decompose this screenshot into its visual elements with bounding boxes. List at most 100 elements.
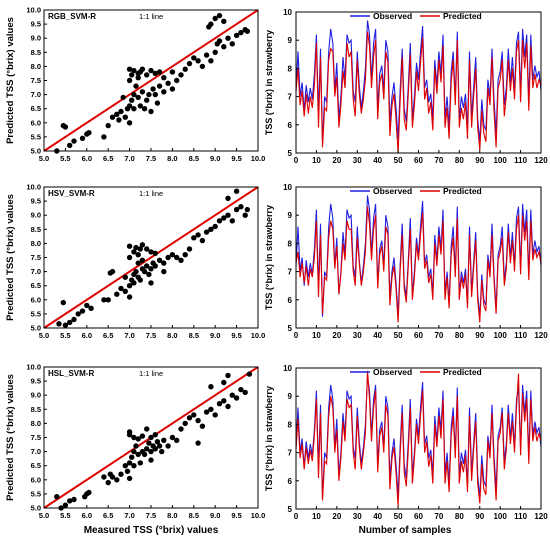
scatter-point <box>148 280 154 286</box>
scatter-point <box>135 451 141 458</box>
y-tick-label: 10 <box>283 183 292 192</box>
x-tick-label: 30 <box>353 331 362 340</box>
y-tick-label: 9.0 <box>31 211 41 220</box>
y-tick-label: 6.0 <box>31 475 41 484</box>
x-tick-label: 8.5 <box>189 154 199 163</box>
scatter-point <box>238 29 244 36</box>
scatter-point <box>221 215 227 221</box>
scatter-point <box>208 406 214 412</box>
series-line-observed <box>295 20 542 142</box>
scatter-point <box>131 463 137 469</box>
scatter-point <box>199 237 206 244</box>
x-tick-label: 20 <box>332 512 341 521</box>
scatter-point <box>118 285 124 292</box>
scatter-point <box>246 371 253 377</box>
y-tick-label: 8.5 <box>31 225 41 234</box>
scatter-point <box>178 72 184 78</box>
scatter-point <box>122 114 128 120</box>
plot-frame <box>295 11 542 154</box>
x-tick-label: 5.5 <box>60 511 70 520</box>
scatter-point <box>182 420 188 427</box>
y-tick-label: 5.5 <box>31 132 41 141</box>
scatter-point <box>169 434 176 441</box>
panel-title: HSL_SVM-R <box>48 369 94 378</box>
scatter-point <box>126 283 133 289</box>
scatter-point <box>212 15 218 22</box>
x-tick-label: 9.5 <box>231 331 241 340</box>
scatter-point <box>161 75 167 81</box>
y-tick-label: 8.0 <box>31 62 41 71</box>
y-tick-label: 6 <box>288 477 293 486</box>
scatter-point <box>174 77 180 84</box>
scatter-point <box>216 12 223 19</box>
y-tick-label: 9 <box>288 392 293 401</box>
x-tick-label: 6.0 <box>82 511 92 520</box>
scatter-point <box>148 249 154 255</box>
y-tick-label: 10.0 <box>26 363 41 372</box>
y-tick-label: 8.5 <box>31 405 41 414</box>
y-tick-label: 10 <box>283 364 292 373</box>
scatter-point <box>165 443 171 449</box>
scatter-point <box>131 434 137 441</box>
scatter-point <box>178 426 184 432</box>
x-tick-label: 30 <box>353 512 362 521</box>
scatter-point <box>86 489 92 496</box>
scatter-point <box>131 448 137 455</box>
scatter-point <box>118 471 124 477</box>
scatter-point <box>131 249 137 255</box>
scatter-point <box>122 274 128 280</box>
y-tick-label: 7.0 <box>31 447 41 456</box>
scatter-point <box>221 18 227 24</box>
scatter-point <box>182 66 188 72</box>
x-tick-label: 50 <box>394 331 403 340</box>
scatter-point <box>233 206 240 213</box>
scatter-point <box>148 434 154 441</box>
scatter-point <box>71 138 77 144</box>
scatter-point <box>126 66 133 72</box>
scatter-point <box>154 100 161 106</box>
scatter-point <box>60 299 66 306</box>
scatter-point <box>126 103 133 109</box>
y-tick-label: 10.0 <box>26 183 41 192</box>
x-tick-label: 10.0 <box>251 331 266 340</box>
x-tick-label: 7.5 <box>146 331 156 340</box>
scatter-point <box>186 60 193 67</box>
scatter-point <box>79 308 86 314</box>
scatter-point <box>54 494 60 500</box>
scatter-point <box>122 463 128 469</box>
y-tick-label: 7 <box>288 268 293 277</box>
scatter-point <box>212 223 218 230</box>
scatter-point <box>131 280 137 286</box>
scatter-point <box>135 436 141 442</box>
y-tick-label: 10 <box>283 8 292 17</box>
x-tick-label: 0 <box>294 512 299 521</box>
scatter-point <box>216 401 223 407</box>
scatter-point <box>225 195 231 201</box>
x-tick-label: 5.5 <box>60 331 70 340</box>
series-line-predicted <box>295 31 542 154</box>
scatter-point <box>101 297 107 303</box>
scatter-point <box>225 35 231 41</box>
scatter-point <box>135 75 141 81</box>
scatter-point <box>244 28 250 34</box>
scatter-point <box>84 302 90 309</box>
line-annotation: 1:1 line <box>139 12 163 21</box>
y-tick-label: 10.0 <box>26 6 41 15</box>
x-tick-label: 70 <box>434 331 443 340</box>
y-tick-label: 8.0 <box>31 419 41 428</box>
scatter-point <box>229 392 235 398</box>
x-tick-label: 110 <box>514 156 527 165</box>
scatter-point <box>144 446 150 452</box>
scatter-point <box>141 268 148 275</box>
scatter-point <box>67 142 73 149</box>
x-tick-label: 5.0 <box>39 511 49 520</box>
y-tick-label: 6.5 <box>31 281 41 290</box>
one-to-one-line <box>43 9 259 152</box>
line-panel-1: 0 10 20 30 40 50 60 70 80 90 100 110 120 5 6 7 8 9 10 Obser… <box>264 8 548 165</box>
y-tick-label: 7.0 <box>31 267 41 276</box>
scatter-point <box>229 218 235 224</box>
y-tick-label: 7.5 <box>31 76 41 85</box>
scatter-point <box>122 288 128 294</box>
scatter-point <box>141 106 148 112</box>
x-tick-label: 100 <box>493 331 507 340</box>
